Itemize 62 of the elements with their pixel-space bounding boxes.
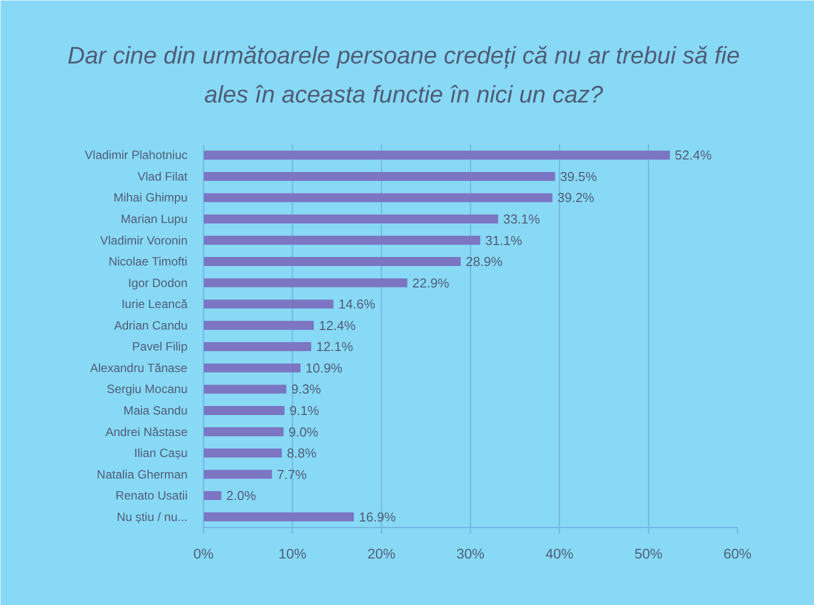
y-tick-label: Nicolae Timofti (108, 254, 188, 269)
bar (204, 193, 552, 202)
x-tick-label: 10% (278, 546, 307, 562)
y-tick-label: Vladimir Voronin (100, 233, 188, 248)
x-tick-label: 0% (193, 546, 214, 562)
bar (204, 384, 286, 394)
y-tick-label: Marian Lupu (120, 212, 188, 226)
x-tick-label: 50% (634, 546, 663, 562)
x-tick-label: 20% (367, 546, 396, 562)
data-label: 39.5% (560, 168, 598, 184)
data-label: 28.9% (466, 254, 504, 270)
y-tick-label: Vlad Filat (137, 169, 188, 184)
y-tick-label: Mihai Ghimpu (113, 190, 188, 205)
y-tick-label: Igor Dodon (128, 276, 188, 290)
bar (204, 448, 282, 458)
y-tick-label: Vladimir Plahotniuc (84, 148, 188, 162)
x-tick-label: 40% (545, 546, 574, 562)
bar (204, 491, 222, 500)
y-tick-label: Natalia Gherman (96, 467, 188, 482)
bar (204, 214, 498, 224)
y-tick-label: Renato Usatii (115, 488, 188, 503)
y-tick-label: Pavel Filip (132, 340, 188, 354)
y-tick-label: Adrian Candu (114, 318, 188, 332)
bar (204, 363, 301, 372)
data-label: 33.1% (503, 211, 540, 226)
chart-title: Dar cine din următoarele persoane credeți că nu ar trebui să fie ales în aceasta functie în nici un caz? (68, 42, 740, 108)
bar (204, 172, 556, 181)
data-label: 7.7% (277, 466, 308, 482)
bar (204, 236, 480, 245)
y-tick-label: Alexandru Tănase (90, 360, 188, 375)
y-tick-label: Maia Sandu (123, 403, 188, 418)
data-label: 2.0% (226, 488, 256, 504)
data-label: 31.1% (485, 232, 523, 248)
data-label: 9.1% (289, 402, 320, 418)
bar (204, 300, 334, 309)
x-tick-label: 30% (456, 546, 485, 562)
data-label: 52.4% (674, 148, 712, 163)
bar (204, 406, 284, 415)
bar (204, 257, 461, 266)
y-tick-label: Ilian Cașu (134, 446, 188, 460)
bar (204, 320, 314, 330)
bar (204, 470, 272, 479)
bar (204, 278, 408, 288)
bar (204, 427, 284, 436)
data-label: 9.3% (291, 382, 322, 397)
y-tick-label: Sergiu Mocanu (106, 382, 188, 396)
x-tick-label: 60% (723, 546, 752, 562)
data-label: 16.9% (358, 509, 396, 524)
data-label: 9.0% (288, 424, 319, 440)
bar (204, 512, 354, 522)
data-label: 14.6% (338, 296, 376, 312)
data-label: 12.4% (318, 318, 356, 333)
data-label: 10.9% (306, 360, 343, 376)
data-label: 39.2% (557, 190, 595, 206)
y-tick-label: Iurie Leancă (121, 297, 188, 312)
y-tick-label: Andrei Năstase (105, 424, 188, 439)
bar (204, 342, 312, 352)
data-label: 22.9% (412, 275, 450, 290)
data-label: 8.8% (286, 446, 317, 461)
bar (204, 150, 670, 160)
data-label: 12.1% (316, 339, 354, 354)
y-tick-label: Nu știu / nu... (116, 510, 188, 524)
